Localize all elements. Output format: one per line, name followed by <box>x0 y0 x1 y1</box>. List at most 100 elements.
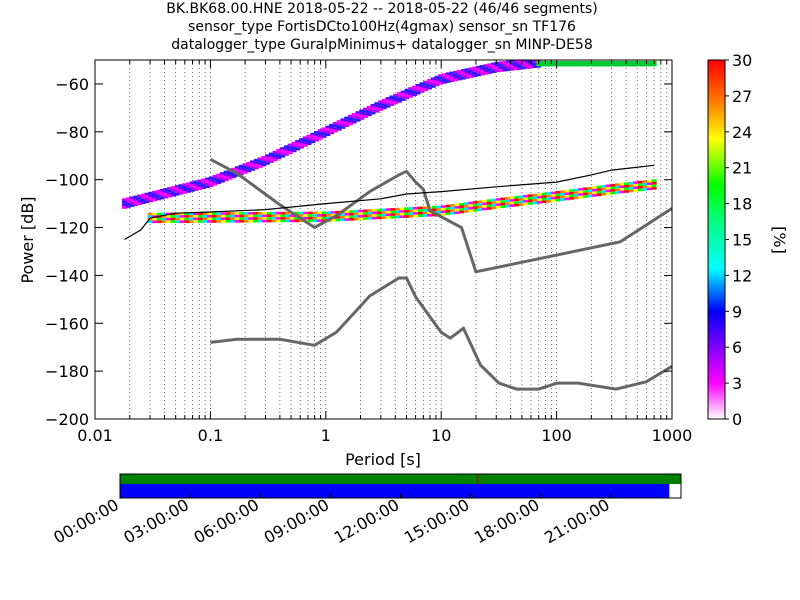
psd-cell <box>393 93 399 97</box>
psd-cell <box>170 217 176 221</box>
psd-cell <box>442 78 448 82</box>
psd-cell <box>374 104 380 108</box>
psd-cell <box>179 217 185 221</box>
psd-cell <box>325 128 331 131</box>
psd-cell <box>325 125 331 129</box>
psd-cell <box>487 68 493 72</box>
psd-cell <box>314 136 320 139</box>
psd-cell <box>614 183 620 186</box>
psd-cell <box>472 69 478 72</box>
psd-cell <box>321 132 327 136</box>
psd-cell <box>185 190 191 193</box>
psd-cell <box>317 134 323 138</box>
psd-cell <box>144 195 150 198</box>
psd-cell <box>408 207 414 210</box>
psd-cell <box>216 217 222 221</box>
psd-cell <box>351 113 357 116</box>
psd-cell <box>220 212 226 215</box>
psd-cell <box>156 220 162 224</box>
psd-cell <box>502 61 508 64</box>
psd-cell <box>156 217 162 221</box>
psd-cell <box>185 187 191 191</box>
psd-cell <box>468 209 474 213</box>
psd-cell <box>257 165 263 168</box>
psd-cell <box>415 83 421 87</box>
psd-cell <box>336 125 342 129</box>
psd-cell <box>506 68 512 71</box>
psd-cell <box>624 184 630 188</box>
psd-cell <box>536 64 542 68</box>
psd-cell <box>463 204 469 208</box>
psd-cell <box>179 212 185 216</box>
psd-cell <box>298 140 304 144</box>
psd-cell <box>578 190 584 194</box>
psd-cell <box>250 168 256 171</box>
psd-cell <box>178 189 184 193</box>
psd-cell <box>582 192 588 196</box>
psd-cell <box>266 219 272 223</box>
psd-cell <box>287 143 293 147</box>
psd-cell <box>358 214 364 218</box>
psd-cell <box>133 198 139 201</box>
psd-cell <box>475 71 481 74</box>
psd-cell <box>298 145 304 149</box>
psd-cell <box>325 133 331 137</box>
psd-cell <box>523 194 529 198</box>
psd-cell <box>524 60 530 62</box>
psd-cell <box>521 66 527 70</box>
psd-cell <box>242 165 248 169</box>
psd-cell <box>298 143 304 146</box>
psd-cell <box>125 202 131 206</box>
psd-cell <box>601 187 607 191</box>
psd-cell <box>294 219 300 223</box>
psd-cell <box>230 214 236 218</box>
psd-cell <box>527 202 533 205</box>
psd-cell <box>408 89 414 93</box>
psd-cell <box>351 118 357 121</box>
timeline-bar-psd <box>120 484 670 498</box>
psd-cell <box>521 60 527 62</box>
psd-cell <box>216 220 222 223</box>
psd-cell <box>427 211 433 214</box>
psd-cell <box>321 211 327 215</box>
psd-cell <box>491 70 497 73</box>
psd-cell <box>385 208 391 211</box>
psd-cell <box>174 185 180 188</box>
psd-cell <box>358 212 364 215</box>
psd-cell <box>389 95 395 99</box>
psd-cell <box>178 184 184 187</box>
psd-cell <box>524 63 530 67</box>
psd-cell <box>159 191 165 195</box>
timeline-tick-label: 03:00:00 <box>120 495 192 547</box>
psd-cell <box>204 182 210 186</box>
psd-cell <box>477 205 483 209</box>
psd-cell <box>202 220 208 223</box>
psd-cell <box>223 178 229 182</box>
psd-cell <box>367 214 373 218</box>
psd-cell <box>193 185 199 189</box>
psd-cell <box>351 115 357 119</box>
psd-cell <box>651 187 657 190</box>
psd-cell <box>430 80 436 83</box>
psd-cell <box>509 65 515 68</box>
psd-cell <box>330 213 336 217</box>
psd-cell <box>137 199 143 203</box>
psd-cell <box>129 204 135 207</box>
psd-cell <box>326 214 332 217</box>
psd-cell <box>347 117 353 121</box>
psd-cell <box>427 84 433 87</box>
psd-cell <box>165 217 171 221</box>
psd-cell <box>521 64 527 67</box>
psd-cell <box>614 188 620 192</box>
psd-cell <box>385 99 391 103</box>
psd-cell <box>140 201 146 205</box>
psd-cell <box>460 69 466 72</box>
psd-cell <box>513 64 519 68</box>
psd-cell <box>647 179 653 183</box>
psd-cell <box>400 95 406 99</box>
psd-cell <box>280 154 286 158</box>
psd-cell <box>156 212 162 216</box>
psd-cell <box>550 199 556 203</box>
psd-cell <box>404 88 410 92</box>
psd-cell <box>165 215 171 218</box>
